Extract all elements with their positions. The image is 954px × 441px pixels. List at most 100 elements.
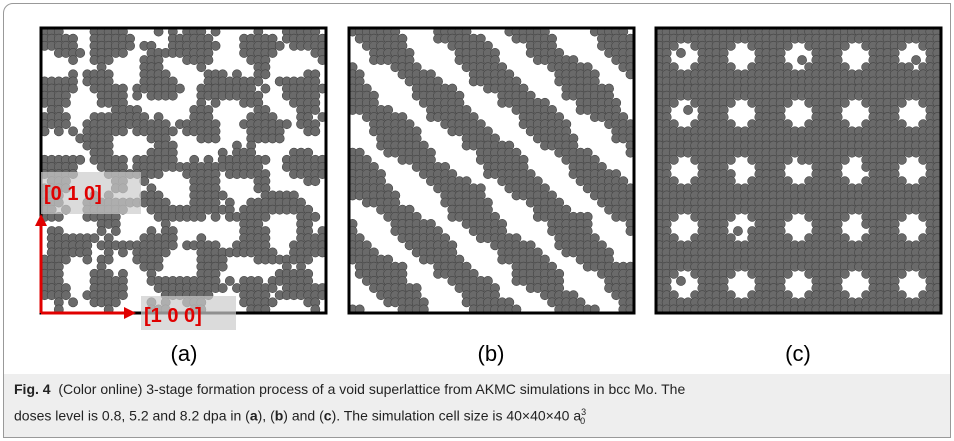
atom [125,41,134,50]
figure: [0 1 0] [1 0 0] (a) (b) (c) [4,4,950,374]
panel-border [349,28,634,313]
panel-label: (c) [785,341,811,366]
panel-label: (b) [478,341,505,366]
atom [783,41,792,50]
atom [897,212,906,221]
atom [261,155,270,164]
atom [275,134,284,143]
atom [261,84,270,93]
atom [669,41,678,50]
atom [68,298,77,307]
atom [175,84,184,93]
arrow-head [124,307,136,319]
atom [726,212,735,221]
atom [840,98,849,107]
atom [218,191,227,200]
atom [840,155,849,164]
fig-label: Fig. 4 [14,381,51,397]
panel-border [41,28,326,313]
atom [83,255,92,264]
atom [197,63,206,72]
atom [68,55,77,64]
atom [111,226,120,235]
caption-text: (Color online) 3-stage formation process… [58,381,685,397]
atom [154,169,163,178]
caption: Fig. 4 (Color online) 3-stage formation … [4,374,950,437]
atom [54,127,63,136]
atom [311,212,320,221]
atom [133,91,142,100]
atom [118,291,127,300]
subscript: 0 [580,416,585,426]
atom [118,48,127,57]
atom [311,177,320,186]
caption-text: doses level is 0.8, 5.2 and 8.2 dpa in ( [14,408,250,424]
atom [61,291,70,300]
atom [669,98,678,107]
atom [211,98,220,107]
atom [840,212,849,221]
atom [683,105,692,114]
atom [897,98,906,107]
atom [669,269,678,278]
panel-a [40,27,327,314]
atom [61,98,70,107]
atom [304,255,313,264]
caption-ref: c [324,408,332,424]
atom [204,55,213,64]
atom [168,127,177,136]
caption-text: ), ( [258,408,275,424]
figure-frame: [0 1 0] [1 0 0] (a) (b) (c) Fig. 4 (Colo… [3,3,951,438]
caption-line: doses level is 0.8, 5.2 and 8.2 dpa in (… [14,401,950,433]
atom [111,298,120,307]
caption-line: Fig. 4 (Color online) 3-stage formation … [14,378,950,401]
panel-border [656,28,941,313]
atom [118,127,127,136]
atom [733,226,742,235]
atom [726,269,735,278]
caption-text: ). The simulation cell size is 40×40×40 … [332,408,582,424]
atom [726,155,735,164]
atom [783,269,792,278]
atom [783,155,792,164]
atom [76,155,85,164]
axis-label: [1 0 0] [144,305,202,327]
atom [840,41,849,50]
atom [104,255,113,264]
atom [97,226,106,235]
atom [783,98,792,107]
atom [261,212,270,221]
atom [68,127,77,136]
atom [840,269,849,278]
atom [211,212,220,221]
atom [218,283,227,292]
atom [897,269,906,278]
axis-label: [0 1 0] [44,183,102,205]
atom [268,298,277,307]
atom [76,48,85,57]
atom [311,127,320,136]
atom [154,262,163,271]
atom [118,248,127,257]
atom [90,234,99,243]
caption-text: ) and ( [283,408,323,424]
atom [897,41,906,50]
atom [168,241,177,250]
atom [726,98,735,107]
atom [140,177,149,186]
caption-ref: b [275,408,284,424]
atom [161,248,170,257]
caption-ref: a [250,408,258,424]
atom [797,55,806,64]
atom [61,255,70,264]
atom [218,262,227,271]
atom [275,41,284,50]
atom [104,55,113,64]
atom [68,84,77,93]
atom [676,48,685,57]
atom [225,276,234,285]
atom [311,105,320,114]
atom [261,70,270,79]
atom [254,77,263,86]
